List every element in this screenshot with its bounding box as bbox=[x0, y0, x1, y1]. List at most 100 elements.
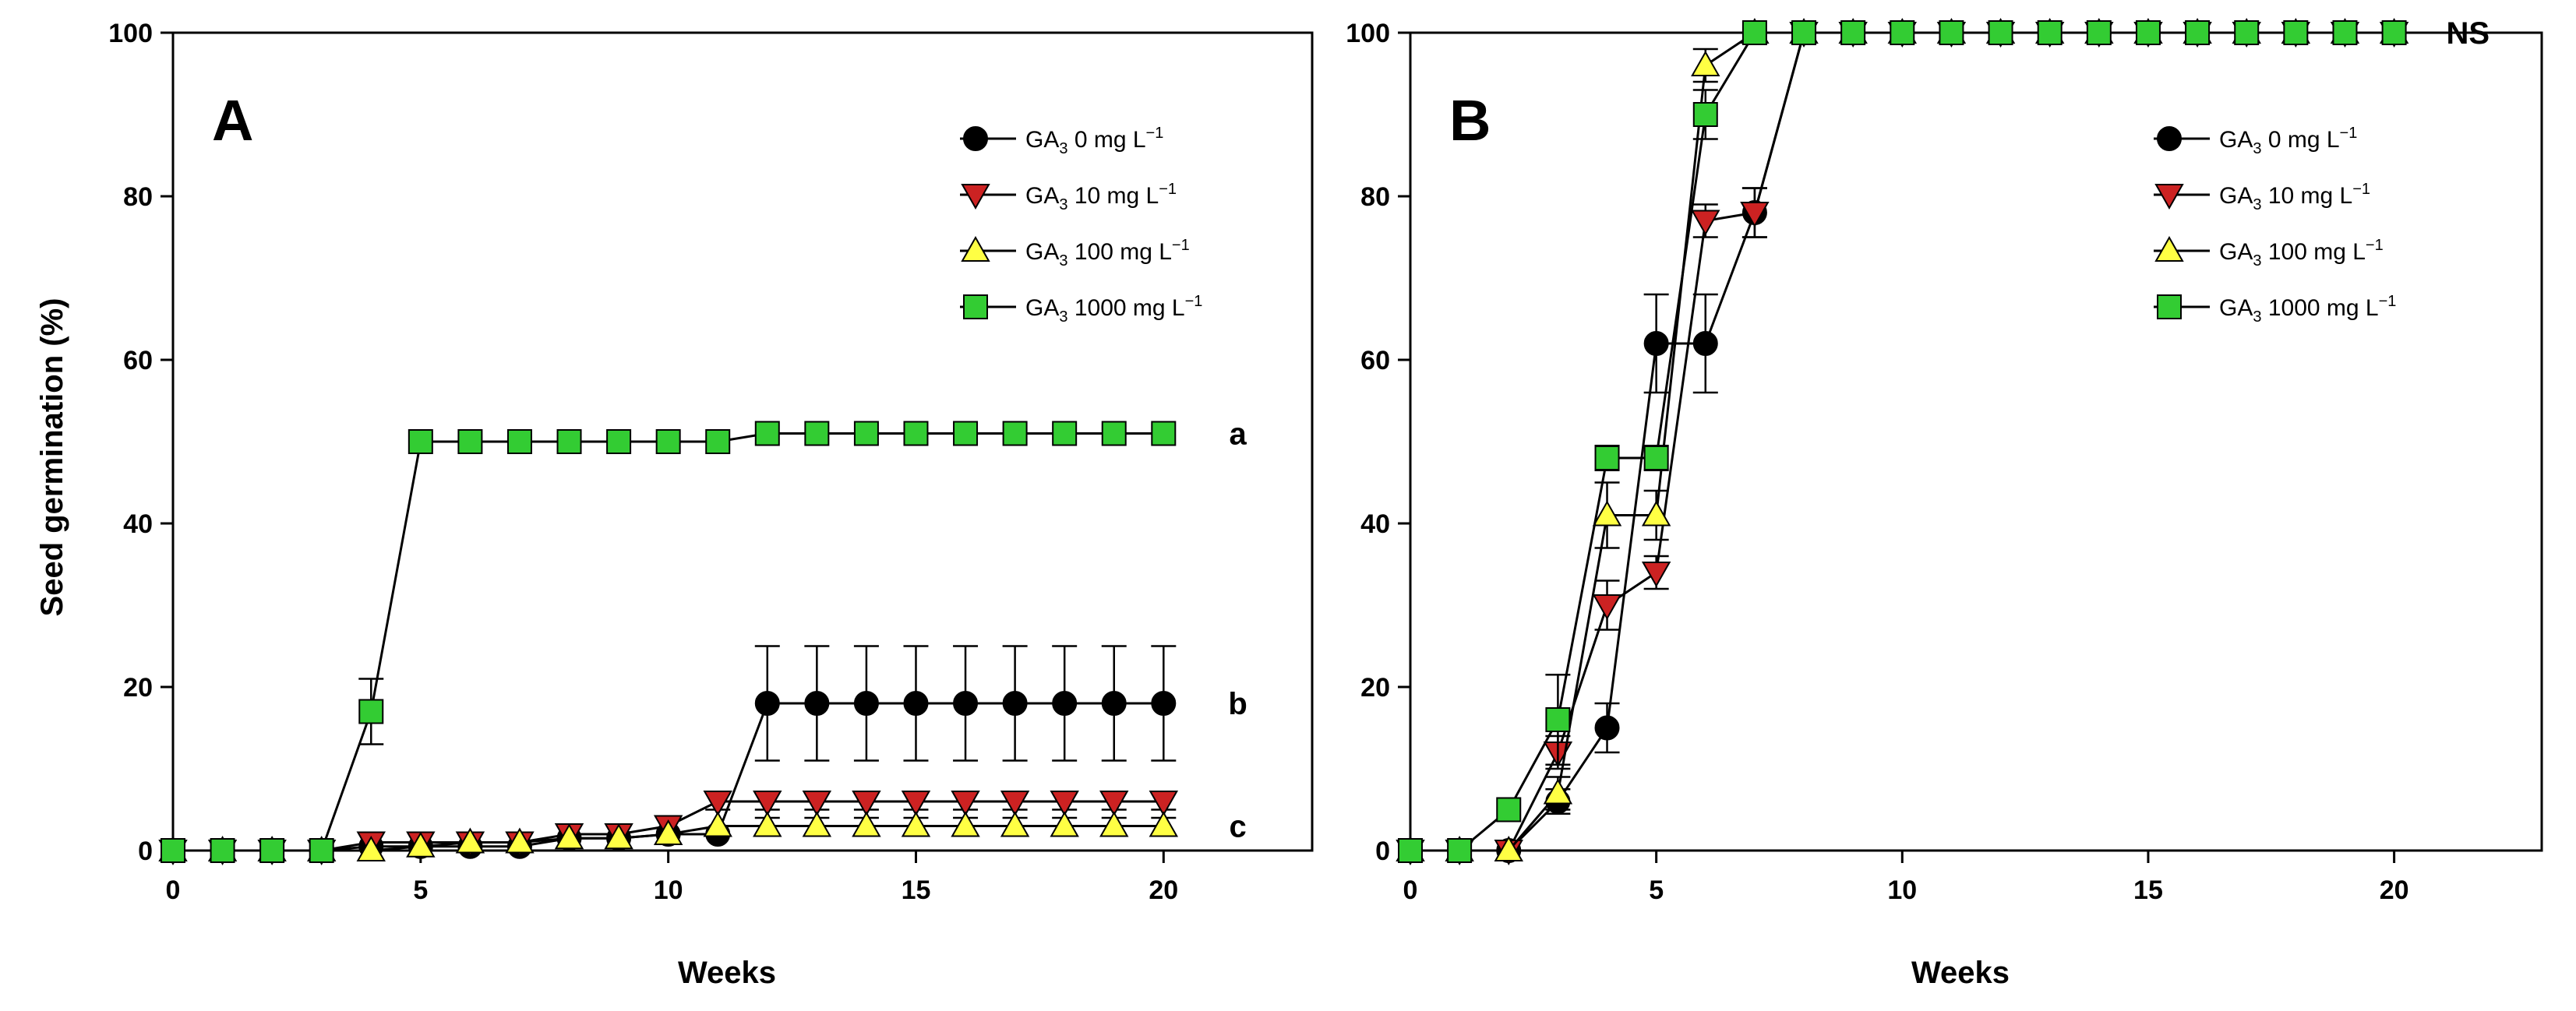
data-point bbox=[606, 429, 632, 454]
legend-entry-1: GA3 10 mg L−1 bbox=[2154, 181, 2370, 213]
significance-label: a bbox=[1230, 417, 1247, 452]
data-point bbox=[506, 429, 532, 454]
data-point bbox=[457, 429, 483, 454]
plot-frame bbox=[1409, 31, 2543, 852]
data-point bbox=[309, 838, 334, 863]
data-point bbox=[853, 691, 879, 716]
legend-marker bbox=[2157, 294, 2182, 319]
data-point bbox=[1641, 562, 1671, 588]
data-point bbox=[753, 811, 782, 837]
legend-label: GA3 10 mg L−1 bbox=[1025, 181, 1177, 213]
data-point bbox=[2381, 20, 2407, 45]
data-point bbox=[1592, 594, 1622, 621]
data-point bbox=[1890, 20, 1915, 45]
legend-label: GA3 10 mg L−1 bbox=[2219, 181, 2370, 213]
significance-label: b bbox=[1228, 687, 1247, 721]
data-point bbox=[903, 691, 929, 716]
legend-marker bbox=[963, 126, 988, 151]
data-point bbox=[2037, 20, 2063, 45]
y-tick-label: 40 bbox=[123, 509, 153, 539]
legend-entry-2: GA3 100 mg L−1 bbox=[960, 235, 1190, 269]
data-point bbox=[554, 823, 584, 850]
data-point bbox=[1740, 202, 1770, 228]
y-tick-label: 100 bbox=[108, 19, 153, 48]
data-point bbox=[358, 699, 384, 724]
data-point bbox=[1741, 20, 1767, 45]
x-tick-label: 5 bbox=[1649, 875, 1664, 905]
data-point bbox=[1101, 421, 1127, 446]
legend-marker bbox=[961, 184, 990, 210]
data-point bbox=[210, 838, 235, 863]
y-tick-label: 20 bbox=[123, 673, 153, 703]
data-point bbox=[804, 691, 830, 716]
x-tick-label: 0 bbox=[1403, 875, 1418, 905]
data-point bbox=[2135, 20, 2161, 45]
data-point bbox=[753, 791, 782, 817]
legend-entry-0: GA3 0 mg L−1 bbox=[2154, 125, 2357, 157]
data-point bbox=[556, 429, 582, 454]
data-point bbox=[1543, 778, 1573, 805]
data-point bbox=[1691, 210, 1720, 236]
data-point bbox=[1496, 797, 1522, 823]
data-point bbox=[901, 811, 931, 837]
data-point bbox=[1000, 811, 1030, 837]
plot-frame bbox=[171, 31, 1314, 852]
data-point bbox=[852, 791, 881, 817]
x-tick-label: 10 bbox=[654, 875, 683, 905]
legend-marker bbox=[2157, 126, 2182, 151]
y-tick-label: 0 bbox=[138, 837, 153, 866]
x-tick-label: 15 bbox=[902, 875, 931, 905]
data-point bbox=[1691, 50, 1720, 76]
data-point bbox=[1052, 691, 1078, 716]
legend-label: GA3 1000 mg L−1 bbox=[2219, 293, 2396, 326]
data-point bbox=[1643, 446, 1669, 470]
y-tick-label: 80 bbox=[1360, 182, 1390, 212]
series-2 bbox=[158, 811, 1179, 861]
legend-entry-3: GA3 1000 mg L−1 bbox=[2154, 293, 2396, 326]
x-axis-title: Weeks bbox=[678, 956, 776, 990]
data-point bbox=[1988, 20, 2013, 45]
data-point bbox=[1050, 811, 1079, 837]
data-point bbox=[951, 791, 980, 817]
data-point bbox=[903, 421, 929, 446]
significance-label: c bbox=[1230, 810, 1247, 844]
panel-a: 0 5 10 15 20 0 20 40 60 80 100 Weeks Seed germinatio… bbox=[35, 19, 1314, 990]
data-point bbox=[2185, 20, 2211, 45]
legend: GA3 0 mg L−1 GA3 10 mg L−1 GA3 100 mg L−1 G… bbox=[2154, 125, 2396, 326]
data-point bbox=[505, 827, 535, 854]
y-tick-label: 60 bbox=[123, 346, 153, 375]
data-point bbox=[408, 429, 433, 454]
y-axis-title: Seed germination (%) bbox=[35, 298, 69, 617]
data-point bbox=[901, 791, 931, 817]
data-point bbox=[356, 835, 386, 861]
legend-entry-2: GA3 100 mg L−1 bbox=[2154, 235, 2384, 269]
y-tick-label: 40 bbox=[1360, 509, 1390, 539]
legend-label: GA3 0 mg L−1 bbox=[2219, 125, 2357, 157]
data-point bbox=[1101, 691, 1127, 716]
data-point bbox=[1149, 811, 1179, 837]
data-point bbox=[1050, 791, 1079, 817]
data-point bbox=[1099, 811, 1129, 837]
data-point bbox=[951, 811, 980, 837]
data-point bbox=[1000, 791, 1030, 817]
legend-label: GA3 100 mg L−1 bbox=[2219, 237, 2384, 269]
x-tick-label: 0 bbox=[166, 875, 181, 905]
data-point bbox=[161, 838, 185, 863]
data-point bbox=[1692, 331, 1718, 356]
legend: GA3 0 mg L−1 GA3 10 mg L−1 GA3 100 mg L−1 G… bbox=[960, 125, 1202, 326]
significance-label: NS bbox=[2447, 16, 2490, 51]
data-point bbox=[754, 421, 780, 446]
data-point bbox=[802, 811, 832, 837]
legend-marker bbox=[2154, 235, 2184, 262]
y-tick-label: 20 bbox=[1360, 673, 1390, 703]
data-point bbox=[1594, 715, 1620, 741]
data-point bbox=[1643, 331, 1669, 356]
data-point bbox=[2283, 20, 2309, 45]
data-point bbox=[802, 791, 832, 817]
data-point bbox=[703, 811, 732, 837]
data-point bbox=[1840, 20, 1866, 45]
x-tick-label: 20 bbox=[1149, 875, 1178, 905]
panel-label: B bbox=[1449, 88, 1491, 153]
data-point bbox=[1494, 835, 1523, 861]
